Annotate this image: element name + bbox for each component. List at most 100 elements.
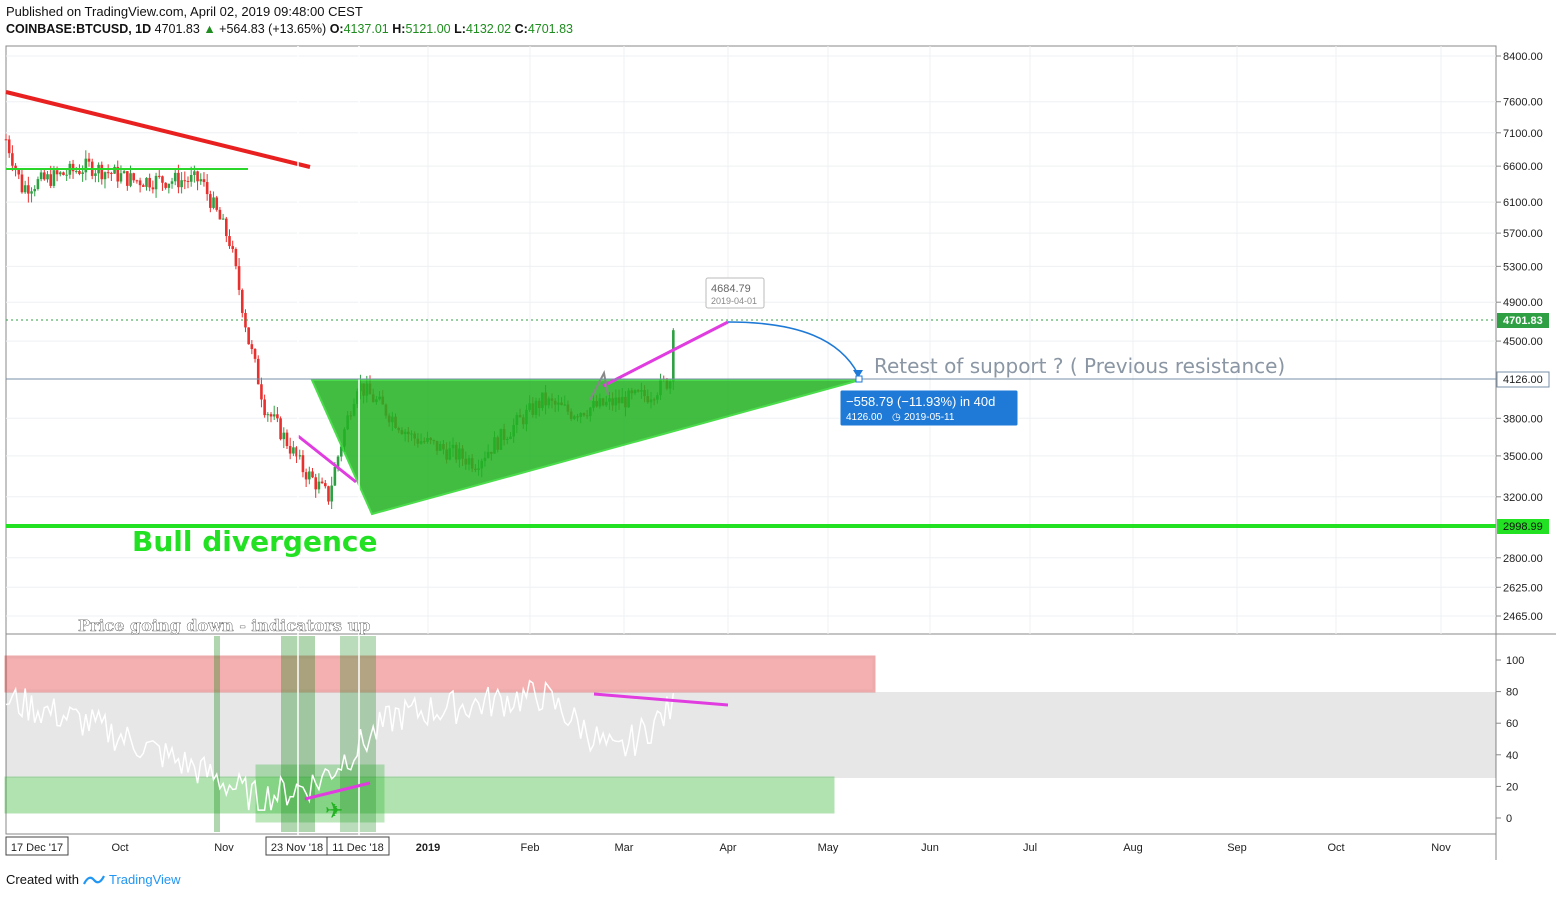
retest-arc [727, 321, 859, 375]
price-tick-label: 2465.00 [1503, 611, 1543, 623]
callout-date: 2019-04-01 [711, 296, 757, 306]
published-line: Published on TradingView.com, April 02, … [6, 4, 363, 19]
candle-body [256, 358, 260, 385]
retest-arrow-icon [853, 370, 863, 378]
time-tick-label: 11 Dec '18 [332, 842, 383, 854]
support-price-tag [1496, 371, 1550, 388]
candle-body [295, 447, 298, 457]
time-tick-label: 17 Dec '17 [11, 842, 63, 854]
rsi-highlight-3 [340, 636, 376, 832]
created-with: Created with [6, 872, 79, 887]
candle-body [186, 180, 190, 182]
price-tick-label: 3500.00 [1503, 451, 1543, 463]
candle-body [250, 344, 254, 350]
rsi-tick-label: 80 [1506, 687, 1518, 699]
candle-body [260, 384, 263, 400]
last-price: 4701.83 [154, 22, 200, 36]
low-label: L: [454, 22, 466, 36]
price-chart[interactable]: 4684.79 2019-04-01 −558.79 (−11.93%) in … [0, 40, 1560, 866]
symbol-line: COINBASE:BTCUSD, 1D 4701.83 ▲ +564.83 (+… [6, 22, 573, 36]
candle-body [145, 177, 148, 187]
candle-body [202, 179, 206, 183]
candle-body [30, 191, 33, 194]
candle-body [78, 171, 81, 174]
footer: Created with TradingView [6, 872, 181, 887]
candle-body [20, 174, 24, 193]
candle-body [81, 172, 84, 174]
candle-body [4, 139, 8, 141]
change-arrow-icon: ▲ [203, 22, 216, 36]
price-tick-label: 6100.00 [1503, 197, 1543, 209]
candle-body [23, 185, 27, 193]
candle-body [225, 218, 228, 237]
clock-icon: ◷ [892, 412, 901, 423]
candle-body [14, 165, 17, 170]
high-value: 5121.00 [405, 22, 451, 36]
time-tick-label: Feb [521, 842, 540, 854]
high-label: H: [392, 22, 406, 36]
time-marker-box [5, 836, 69, 856]
tradingview-logo-icon[interactable] [83, 874, 105, 886]
price-down-annotation: Price going down - indicators up [78, 616, 370, 635]
measure-box [839, 389, 1019, 427]
candle-body [282, 432, 286, 440]
candle-body [304, 472, 308, 480]
candle-body [228, 236, 231, 247]
grid [6, 46, 1496, 634]
open-value: 4137.01 [343, 22, 389, 36]
candle-body [285, 432, 289, 447]
support-price-tag-label: 4126.00 [1503, 374, 1543, 386]
bull-price-tag [1497, 519, 1549, 534]
retest-target-dot [855, 375, 863, 383]
time-marker-box [326, 836, 390, 856]
plot-area[interactable] [5, 45, 1497, 835]
close-label: C: [514, 22, 528, 36]
candle-body [49, 174, 53, 186]
time-tick-label: 23 Nov '18 [271, 842, 323, 854]
open-label: O: [329, 22, 344, 36]
rsi-oversold-box [4, 776, 835, 814]
rsi-tick-label: 0 [1506, 813, 1512, 825]
candle-body [94, 173, 97, 176]
candle-body [279, 418, 282, 440]
bull-price-tag-label: 2998.99 [1503, 521, 1543, 533]
candle-body [263, 399, 266, 416]
candle-body [39, 172, 43, 180]
time-tick-label: Sep [1227, 842, 1247, 854]
candle-body [71, 163, 75, 172]
candle-body [154, 175, 158, 190]
candle-body [311, 471, 314, 478]
bull-divergence-annotation: Bull divergence [132, 525, 377, 558]
rsi-line [5, 679, 675, 811]
rsi-highlight-1 [214, 636, 220, 832]
downtrend-line [5, 90, 311, 169]
time-tick-label: Aug [1123, 842, 1143, 854]
candle-body [196, 171, 199, 182]
rally-line [602, 320, 729, 388]
candle-body [116, 166, 120, 182]
candle-body [110, 172, 113, 174]
time-tick-label: Mar [615, 842, 634, 854]
candle-body [43, 172, 46, 180]
candle-body [138, 180, 142, 186]
candle-body [320, 481, 324, 484]
candle-body [234, 249, 238, 267]
time-tick-label: Nov [214, 842, 234, 854]
candle-body [339, 446, 343, 457]
candle-body [55, 170, 59, 175]
candle-body [266, 414, 270, 416]
candle-body [58, 172, 62, 175]
price-tick-label: 3200.00 [1503, 492, 1543, 504]
candle-body [148, 177, 151, 188]
candle-body [218, 209, 222, 220]
price-tick-label: 5700.00 [1503, 228, 1543, 240]
tradingview-brand[interactable]: TradingView [108, 872, 181, 887]
candle-body [193, 171, 196, 175]
rsi-tick-label: 40 [1506, 750, 1518, 762]
time-axis[interactable]: 17 Dec '17 Oct Nov 23 Nov '18 11 Dec '18 2019… [5, 836, 1451, 856]
candle-body [157, 175, 161, 177]
candle-body [167, 183, 171, 188]
candle-body [672, 330, 675, 382]
price-axis[interactable]: 8400.00 7600.00 7100.00 6600.00 6100.00 5700.… [1496, 51, 1543, 623]
candle-body [327, 486, 330, 502]
